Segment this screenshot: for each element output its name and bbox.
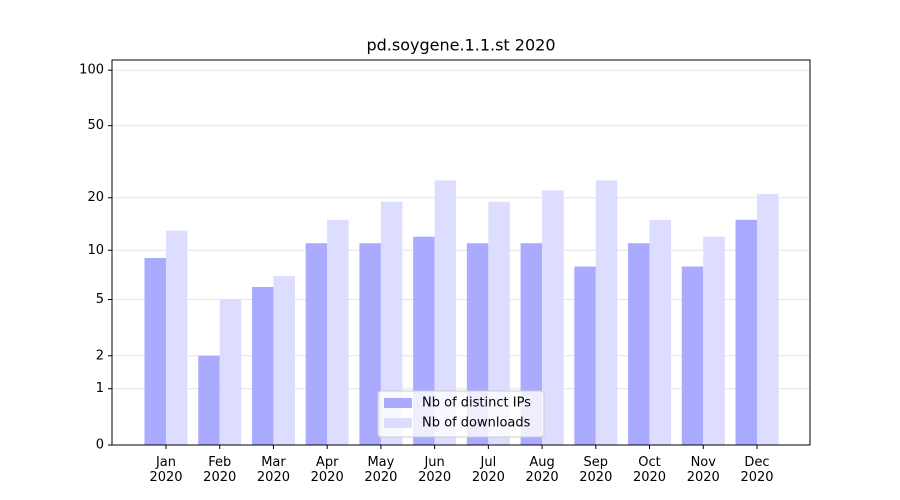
x-tick-label: Apr 2020 xyxy=(311,455,344,485)
x-tick-label: Nov 2020 xyxy=(687,455,720,485)
y-tick-label: 2 xyxy=(96,348,104,363)
y-tick-label: 20 xyxy=(87,190,104,205)
y-tick-label: 10 xyxy=(87,243,104,258)
bar xyxy=(595,180,618,446)
bar xyxy=(198,355,220,445)
bar xyxy=(542,190,564,445)
bar xyxy=(649,219,672,445)
x-tick-label: Jun 2020 xyxy=(418,455,451,485)
bar xyxy=(359,243,381,445)
bar xyxy=(273,276,295,445)
x-tick-label: May 2020 xyxy=(364,455,397,485)
bar xyxy=(327,219,349,445)
bar xyxy=(251,286,274,445)
bar xyxy=(628,243,650,445)
plot-frame xyxy=(111,59,811,446)
y-tick-label: 1 xyxy=(96,381,104,396)
x-tick-label: Oct 2020 xyxy=(633,455,666,485)
legend: Nb of distinct IPs Nb of downloads xyxy=(377,390,545,438)
x-tick-label: Jul 2020 xyxy=(472,455,505,485)
y-tick-label: 5 xyxy=(96,292,104,307)
chart-title: pd.soygene.1.1.st 2020 xyxy=(366,36,555,55)
bar xyxy=(434,180,457,446)
bar xyxy=(757,193,779,445)
bar xyxy=(305,243,328,445)
bar xyxy=(380,201,403,445)
bar xyxy=(681,266,704,445)
legend-label: Nb of downloads xyxy=(422,416,531,431)
x-tick-label: Sep 2020 xyxy=(579,455,612,485)
bar xyxy=(488,201,510,445)
x-tick-label: Jan 2020 xyxy=(149,455,182,485)
legend-swatch xyxy=(384,418,412,428)
legend-label: Nb of distinct IPs xyxy=(422,396,531,411)
bar xyxy=(703,236,725,445)
x-tick-label: Mar 2020 xyxy=(257,455,290,485)
legend-box xyxy=(377,390,545,438)
bar xyxy=(144,257,166,445)
x-tick-label: Feb 2020 xyxy=(203,455,236,485)
bar xyxy=(735,219,757,445)
bar xyxy=(219,299,242,445)
bar xyxy=(574,266,596,445)
y-tick-label: 100 xyxy=(79,63,104,78)
x-tick-label: Aug 2020 xyxy=(526,455,559,485)
y-tick-label: 50 xyxy=(87,118,104,133)
bar xyxy=(166,230,188,445)
x-tick-label: Dec 2020 xyxy=(740,455,773,485)
legend-swatch xyxy=(384,398,412,408)
y-tick-label: 0 xyxy=(96,438,104,453)
